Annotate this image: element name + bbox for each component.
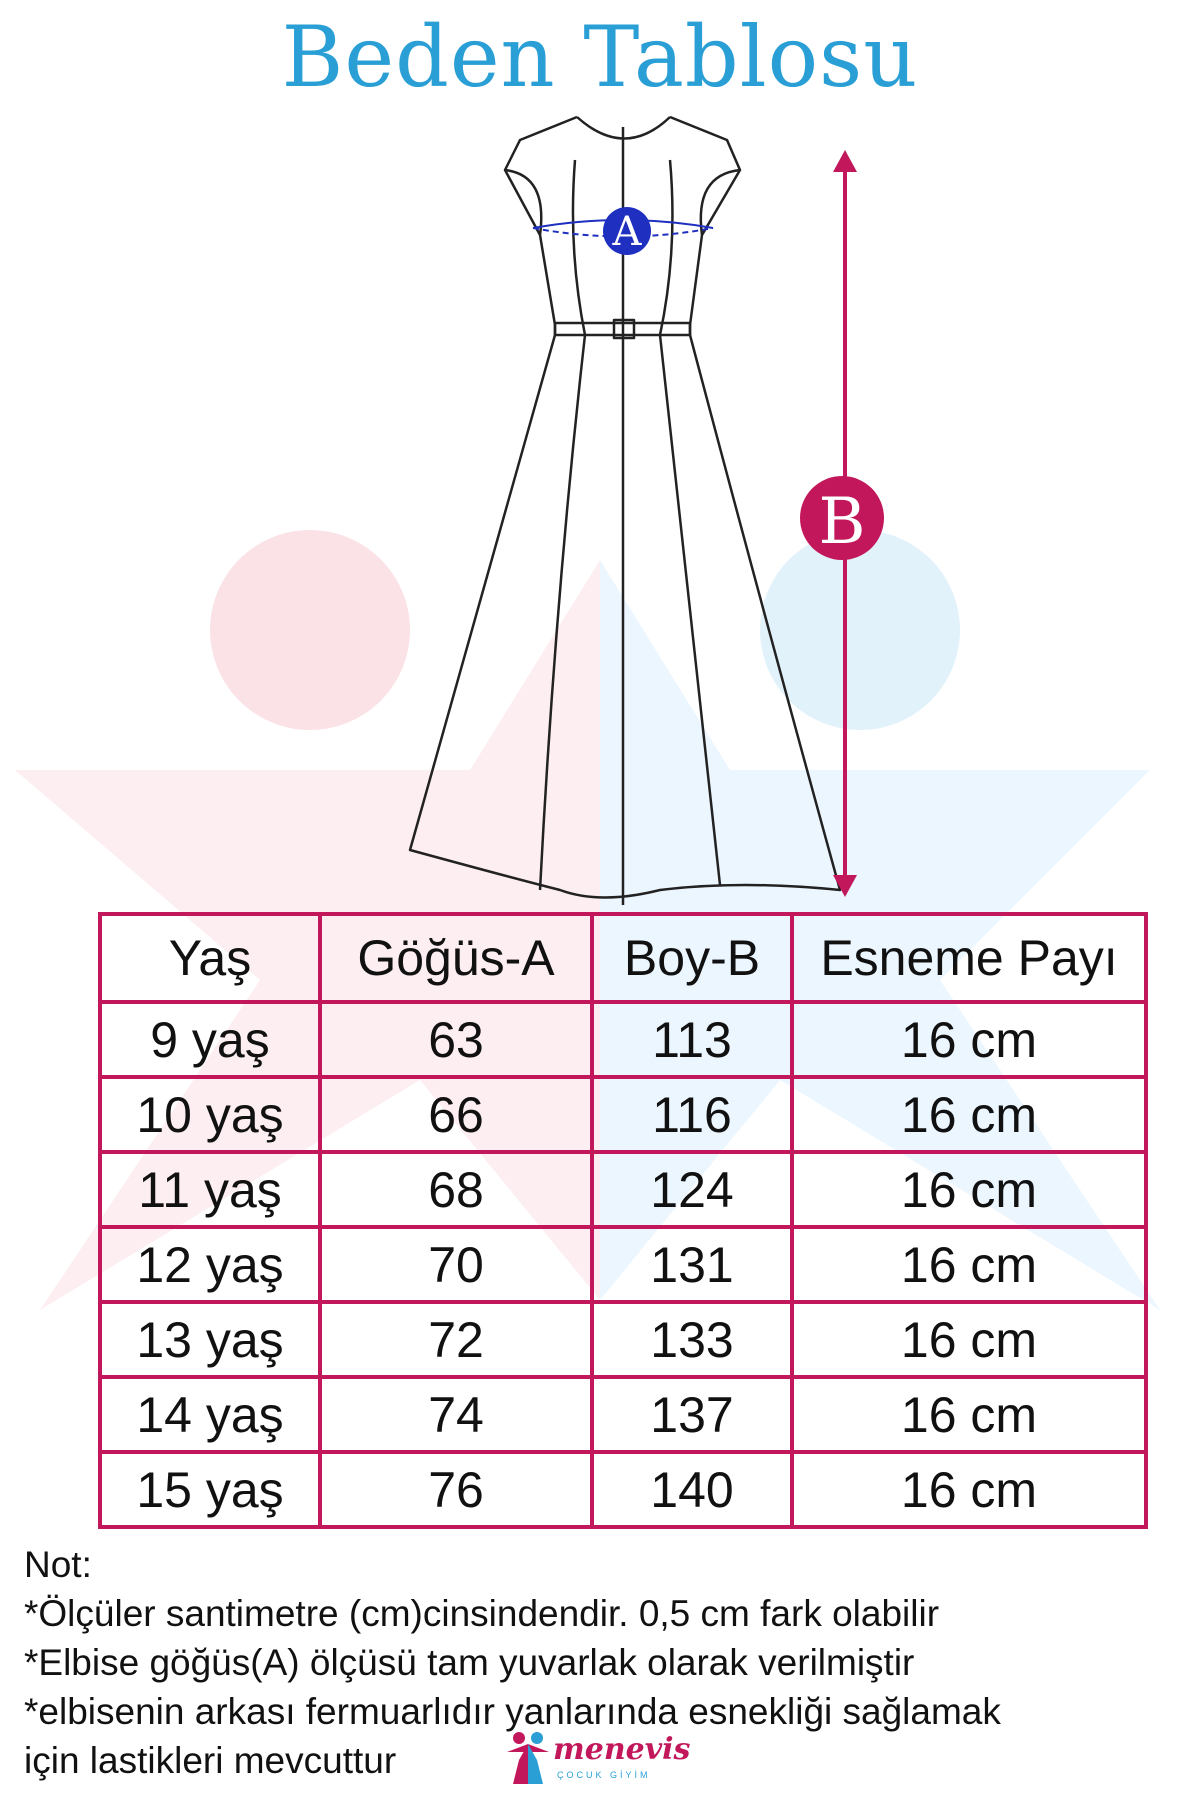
notes-heading: Not: (24, 1544, 92, 1585)
cell-stretch: 16 cm (790, 1300, 1148, 1379)
note-line: *Elbise göğüs(A) ölçüsü tam yuvarlak ola… (24, 1642, 915, 1683)
cell-age: 14 yaş (98, 1375, 322, 1454)
note-line: *Ölçüler santimetre (cm)cinsindendir. 0,… (24, 1593, 940, 1634)
header-stretch: Esneme Payı (790, 912, 1148, 1004)
table-row: 9 yaş 63 113 16 cm (98, 1000, 1148, 1079)
cell-length: 137 (590, 1375, 794, 1454)
cell-age: 13 yaş (98, 1300, 322, 1379)
header-chest: Göğüs-A (318, 912, 594, 1004)
cell-chest: 66 (318, 1075, 594, 1154)
brand-name: menevis (553, 1732, 691, 1767)
cell-stretch: 16 cm (790, 1375, 1148, 1454)
table-row: 11 yaş 68 124 16 cm (98, 1150, 1148, 1229)
brand-figure-icon (507, 1732, 549, 1784)
cell-stretch: 16 cm (790, 1225, 1148, 1304)
note-line: *elbisenin arkası fermuarlıdır yanlarınd… (24, 1691, 1001, 1732)
notes-section: Not: *Ölçüler santimetre (cm)cinsindendi… (24, 1540, 1001, 1785)
cell-length: 133 (590, 1300, 794, 1379)
cell-length: 140 (590, 1450, 794, 1529)
header-length: Boy-B (590, 912, 794, 1004)
cell-chest: 72 (318, 1300, 594, 1379)
marker-a-circle (603, 207, 651, 255)
table-row: 14 yaş 74 137 16 cm (98, 1375, 1148, 1454)
cell-stretch: 16 cm (790, 1000, 1148, 1079)
size-chart-table: Yaş Göğüs-A Boy-B Esneme Payı 9 yaş 63 1… (98, 912, 1148, 1529)
cell-chest: 74 (318, 1375, 594, 1454)
page-title: Beden Tablosu (281, 8, 919, 106)
cell-chest: 76 (318, 1450, 594, 1529)
cell-stretch: 16 cm (790, 1450, 1148, 1529)
cell-length: 131 (590, 1225, 794, 1304)
table-row: 15 yaş 76 140 16 cm (98, 1450, 1148, 1529)
dress-diagram: A B (408, 115, 884, 905)
table-row: 10 yaş 66 116 16 cm (98, 1075, 1148, 1154)
header-age: Yaş (98, 912, 322, 1004)
cell-stretch: 16 cm (790, 1075, 1148, 1154)
brand-subtitle: ÇOCUK GİYİM (557, 1770, 651, 1780)
table-header-row: Yaş Göğüs-A Boy-B Esneme Payı (98, 912, 1148, 1004)
cell-length: 113 (590, 1000, 794, 1079)
brand-logo: menevis ÇOCUK GİYİM (505, 1730, 690, 1790)
cell-length: 124 (590, 1150, 794, 1229)
cell-chest: 63 (318, 1000, 594, 1079)
table-row: 12 yaş 70 131 16 cm (98, 1225, 1148, 1304)
table-row: 13 yaş 72 133 16 cm (98, 1300, 1148, 1379)
marker-b-circle (800, 476, 884, 560)
cell-age: 10 yaş (98, 1075, 322, 1154)
cell-chest: 68 (318, 1150, 594, 1229)
note-line: için lastikleri mevcuttur (24, 1740, 397, 1781)
marker-a-label: A (612, 209, 643, 255)
cell-length: 116 (590, 1075, 794, 1154)
cell-age: 15 yaş (98, 1450, 322, 1529)
cell-stretch: 16 cm (790, 1150, 1148, 1229)
cell-chest: 70 (318, 1225, 594, 1304)
cell-age: 11 yaş (98, 1150, 322, 1229)
cell-age: 9 yaş (98, 1000, 322, 1079)
cell-age: 12 yaş (98, 1225, 322, 1304)
marker-b-label: B (818, 485, 865, 559)
